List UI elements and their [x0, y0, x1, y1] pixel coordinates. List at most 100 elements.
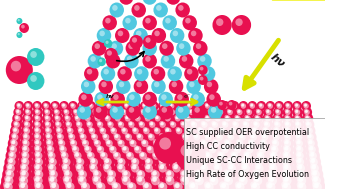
Circle shape: [238, 155, 252, 170]
Circle shape: [310, 153, 314, 157]
Circle shape: [103, 69, 109, 74]
Circle shape: [253, 122, 260, 128]
Circle shape: [57, 143, 70, 156]
Circle shape: [285, 103, 289, 106]
Circle shape: [229, 159, 233, 163]
Circle shape: [140, 101, 150, 111]
Circle shape: [162, 167, 178, 183]
Circle shape: [234, 137, 246, 150]
Circle shape: [302, 107, 312, 118]
Circle shape: [209, 110, 212, 113]
Circle shape: [282, 182, 291, 189]
Circle shape: [48, 175, 54, 182]
Circle shape: [4, 175, 10, 182]
Circle shape: [279, 173, 295, 189]
Circle shape: [188, 28, 203, 43]
Circle shape: [59, 145, 64, 150]
Circle shape: [186, 79, 201, 94]
Circle shape: [253, 170, 262, 179]
Circle shape: [178, 119, 189, 130]
Circle shape: [284, 134, 291, 141]
Circle shape: [158, 163, 164, 169]
Circle shape: [19, 181, 25, 188]
Circle shape: [191, 131, 203, 143]
Circle shape: [115, 134, 118, 138]
Circle shape: [120, 69, 126, 74]
Circle shape: [15, 115, 21, 122]
Text: hv: hv: [106, 94, 115, 99]
Circle shape: [125, 115, 131, 122]
Circle shape: [150, 109, 156, 115]
Circle shape: [186, 107, 197, 118]
Circle shape: [124, 115, 128, 119]
Circle shape: [93, 109, 98, 115]
Circle shape: [170, 122, 176, 128]
Circle shape: [244, 122, 247, 125]
Circle shape: [212, 101, 221, 111]
Circle shape: [82, 143, 95, 156]
Circle shape: [17, 32, 23, 38]
Circle shape: [77, 175, 83, 182]
Circle shape: [100, 151, 105, 156]
Circle shape: [277, 104, 280, 107]
Circle shape: [170, 28, 184, 43]
Circle shape: [296, 158, 304, 166]
Circle shape: [122, 176, 130, 185]
Circle shape: [114, 155, 129, 170]
Circle shape: [54, 109, 58, 113]
Circle shape: [90, 107, 100, 118]
Circle shape: [92, 175, 98, 182]
Circle shape: [122, 128, 126, 132]
Circle shape: [115, 103, 121, 109]
Circle shape: [254, 157, 260, 163]
Circle shape: [184, 66, 199, 81]
Circle shape: [63, 169, 69, 175]
Circle shape: [256, 109, 259, 113]
Circle shape: [4, 182, 13, 189]
Circle shape: [148, 173, 163, 189]
Circle shape: [224, 161, 239, 176]
Circle shape: [139, 178, 155, 189]
Circle shape: [72, 146, 79, 153]
Circle shape: [232, 153, 236, 157]
Circle shape: [77, 178, 94, 189]
Circle shape: [297, 159, 301, 163]
Circle shape: [244, 107, 254, 118]
Circle shape: [245, 137, 258, 150]
Circle shape: [64, 170, 72, 179]
Circle shape: [198, 65, 208, 75]
Circle shape: [251, 134, 255, 138]
Circle shape: [152, 104, 155, 107]
Circle shape: [172, 163, 178, 169]
Circle shape: [21, 164, 29, 173]
Circle shape: [48, 152, 56, 160]
Circle shape: [311, 164, 319, 173]
Circle shape: [159, 137, 171, 150]
Circle shape: [175, 127, 180, 132]
Circle shape: [275, 109, 279, 113]
Circle shape: [90, 167, 105, 183]
Circle shape: [173, 158, 180, 166]
Circle shape: [44, 143, 57, 156]
Circle shape: [88, 122, 91, 125]
Circle shape: [19, 143, 32, 156]
Circle shape: [204, 133, 209, 138]
Circle shape: [218, 109, 223, 115]
Circle shape: [45, 149, 59, 163]
Circle shape: [176, 101, 185, 111]
Circle shape: [107, 104, 110, 107]
Circle shape: [46, 122, 49, 125]
Circle shape: [133, 103, 139, 109]
Circle shape: [46, 128, 50, 132]
Circle shape: [182, 177, 186, 182]
Circle shape: [43, 137, 56, 150]
Circle shape: [132, 110, 135, 113]
Circle shape: [113, 110, 116, 113]
Circle shape: [310, 147, 313, 150]
Circle shape: [275, 128, 278, 132]
Circle shape: [142, 140, 148, 147]
Circle shape: [270, 131, 282, 143]
Circle shape: [296, 151, 301, 156]
Circle shape: [118, 158, 125, 166]
Circle shape: [186, 158, 194, 166]
